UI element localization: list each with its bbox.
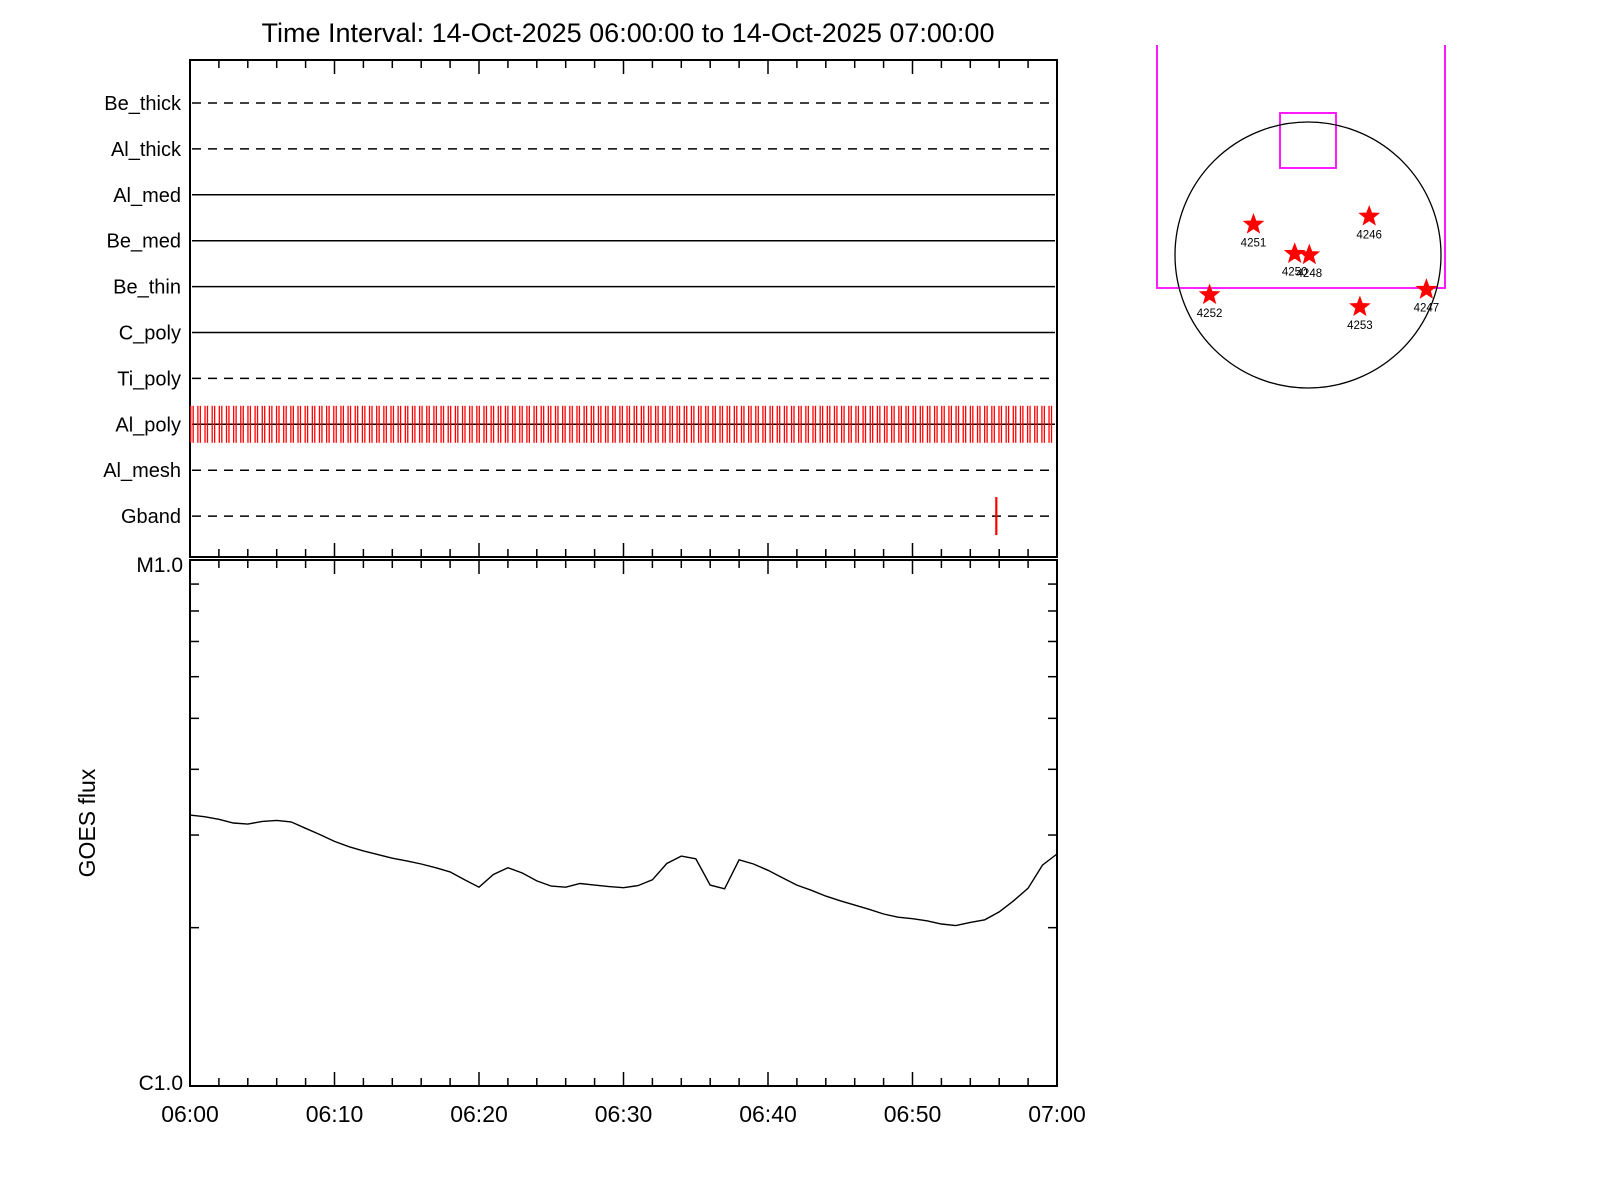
filter-label-al_thick: Al_thick <box>111 139 182 161</box>
active-region-label-4247: 4247 <box>1414 303 1440 315</box>
solar-limb-circle <box>1174 121 1442 389</box>
goes-ytick-top-label: M1.0 <box>136 554 183 577</box>
goes-flux-curve <box>189 814 1058 927</box>
filter-label-ti_poly: Ti_poly <box>117 368 181 390</box>
x-tick-label: 07:00 <box>1028 1101 1086 1127</box>
active-region-label-4246: 4246 <box>1356 229 1382 241</box>
x-tick-label: 06:10 <box>306 1101 364 1127</box>
filter-label-al_med: Al_med <box>113 185 181 207</box>
goes-panel-border <box>189 559 1058 1087</box>
active-region-star-4253 <box>1349 295 1371 317</box>
active-region-label-4253: 4253 <box>1347 320 1373 332</box>
active-region-star-4251 <box>1242 212 1265 234</box>
filter-label-al_poly: Al_poly <box>115 414 181 436</box>
goes-ytick-bottom-label: C1.0 <box>139 1072 183 1095</box>
x-tick-label: 06:40 <box>739 1101 797 1127</box>
active-region-label-4248: 4248 <box>1297 268 1323 280</box>
x-tick-label: 06:20 <box>450 1101 508 1127</box>
active-region-label-4252: 4252 <box>1197 308 1223 320</box>
active-region-star-4247 <box>1415 278 1438 299</box>
active-region-star-4246 <box>1358 204 1381 226</box>
active-region-star-4250 <box>1283 242 1306 263</box>
active-region-star-4252 <box>1198 283 1221 305</box>
active-region-star-4248 <box>1298 243 1321 265</box>
x-tick-label: 06:50 <box>884 1101 942 1127</box>
active-region-label-4251: 4251 <box>1241 237 1267 249</box>
filter-label-al_mesh: Al_mesh <box>103 460 181 482</box>
goes-ylabel: GOES flux <box>74 768 100 877</box>
fov-sub-box <box>1279 112 1337 169</box>
x-tick-label: 06:30 <box>595 1101 653 1127</box>
filter-label-be_thin: Be_thin <box>113 277 181 299</box>
filter-timeline-panel: Be_thick Al_thick Al_med Be_med Be_thin C_pol… <box>103 59 1058 558</box>
timeline-panel-border <box>189 59 1058 558</box>
active-region-label-4250: 4250 <box>1282 267 1308 279</box>
filter-label-c_poly: C_poly <box>119 323 181 345</box>
fov-box <box>1156 45 1446 289</box>
plot-title: Time Interval: 14-Oct-2025 06:00:00 to 1… <box>262 18 995 48</box>
filter-label-be_med: Be_med <box>107 231 182 253</box>
goes-panel: 06:00 06:10 06:20 06:30 06:40 06:50 07:00 <box>161 559 1086 1127</box>
x-tick-label: 06:00 <box>161 1101 219 1127</box>
filter-label-gband: Gband <box>121 506 181 528</box>
filter-label-be_thick: Be_thick <box>104 93 182 115</box>
